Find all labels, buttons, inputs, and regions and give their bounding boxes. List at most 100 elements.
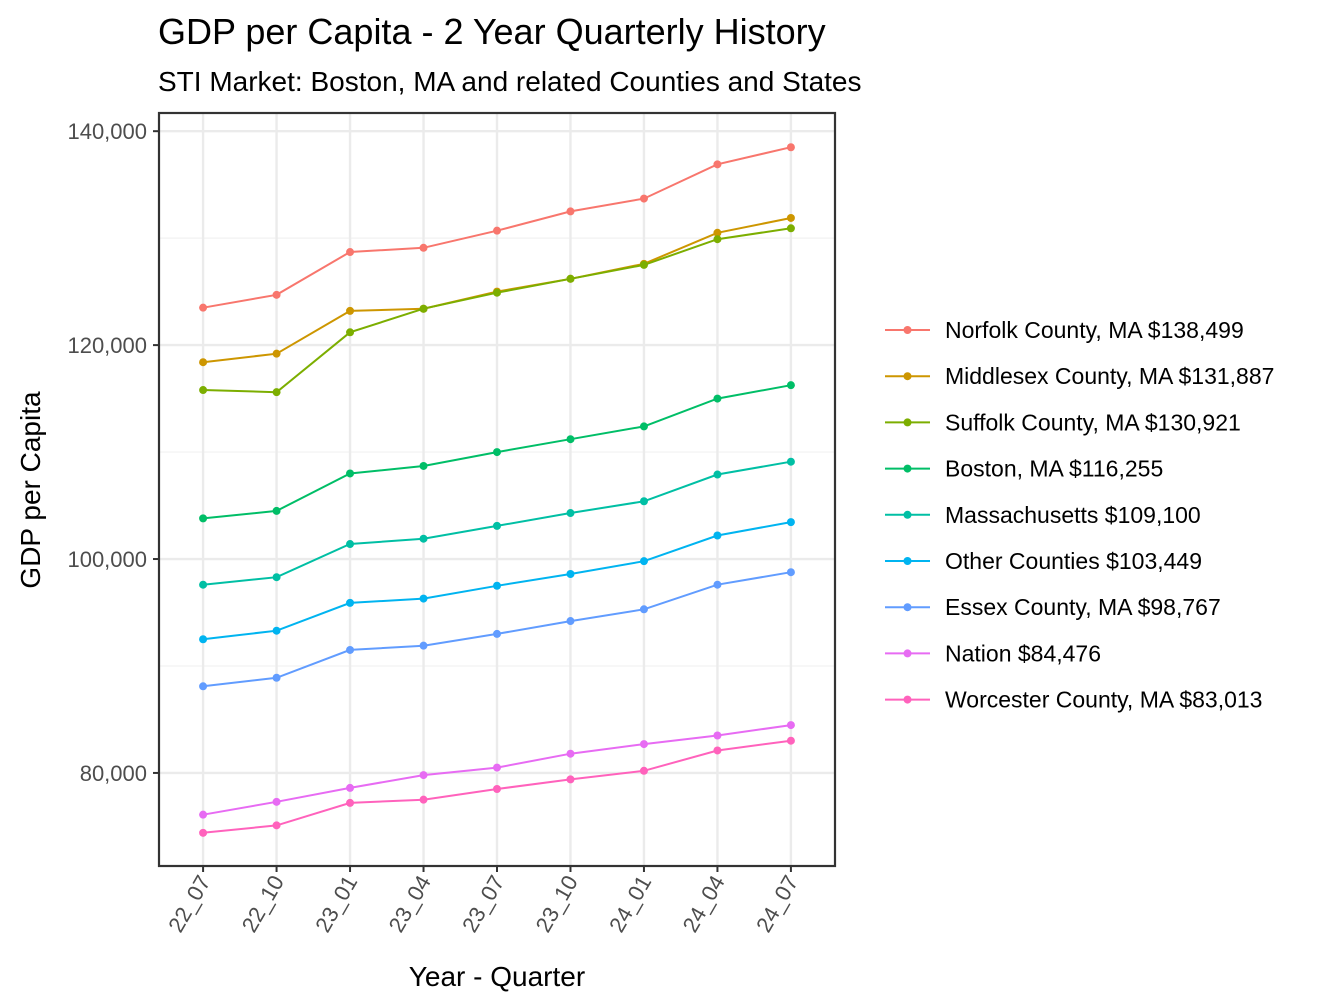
data-point [419,461,428,470]
data-point [346,248,355,257]
data-point [272,797,281,806]
data-point [199,386,208,395]
data-point [786,721,795,730]
legend-label: Boston, MA $116,255 [945,456,1163,482]
legend-key-point [903,464,912,473]
data-point [786,143,795,152]
x-tick-label: 23_10 [531,871,583,936]
data-point [272,673,281,682]
data-point [346,598,355,607]
chart-title: GDP per Capita - 2 Year Quarterly Histor… [158,11,826,52]
legend-item: Middlesex County, MA $131,887 [885,363,1274,389]
legend-item: Suffolk County, MA $130,921 [885,409,1241,435]
y-tick-label: 100,000 [67,547,147,572]
data-point [346,306,355,315]
x-tick-label: 22_10 [237,871,289,936]
data-point [199,682,208,691]
legend-label: Essex County, MA $98,767 [945,594,1221,620]
data-point [419,771,428,780]
data-point [419,594,428,603]
data-point [199,810,208,819]
x-tick-label: 23_07 [457,871,509,936]
data-point [786,224,795,233]
series-group [199,518,795,644]
data-point [566,617,575,626]
legend-item: Other Counties $103,449 [885,548,1202,574]
data-point [199,580,208,589]
data-point [566,435,575,444]
legend-key-point [903,510,912,519]
data-point [272,626,281,635]
x-tick-label: 24_04 [678,871,730,936]
data-point [346,798,355,807]
data-point [419,795,428,804]
data-point [713,470,722,479]
data-point [493,763,501,772]
y-axis-title: GDP per Capita [15,391,46,589]
x-axis-title: Year - Quarter [409,961,585,992]
legend-key-point [903,695,912,704]
data-point [272,506,281,515]
legend-key-point [903,649,912,658]
legend-key-point [903,557,912,565]
data-point [566,207,575,216]
data-point [786,568,795,577]
legend-item: Essex County, MA $98,767 [885,594,1221,620]
data-point [346,540,355,549]
data-point [566,569,575,578]
data-point [346,328,355,337]
x-tick-label: 24_01 [604,871,656,936]
legend-label: Other Counties $103,449 [945,548,1202,574]
legend-key-point [903,418,912,427]
legend-key-point [903,326,912,334]
data-point [419,304,428,313]
data-point [713,235,722,244]
data-point [493,784,501,793]
legend-label: Worcester County, MA $83,013 [945,687,1262,713]
series-group [199,721,795,819]
data-point [786,213,795,222]
legend-label: Suffolk County, MA $130,921 [945,409,1241,435]
x-axis: 22_07 22_10 23_01 23_04 23_07 23_10 24_01 24_04… [163,866,803,936]
legend-key-point [903,372,912,381]
data-point [639,605,648,614]
data-point [199,303,208,312]
series-layer [199,143,795,837]
data-point [419,534,428,543]
x-tick-label: 24_07 [751,871,803,936]
data-point [639,497,648,506]
data-point [493,521,501,530]
series-group [199,143,795,312]
data-point [566,509,575,518]
legend-item: Massachusetts $109,100 [885,502,1201,528]
data-point [419,641,428,650]
y-tick-label: 120,000 [67,333,147,358]
y-tick-label: 80,000 [80,761,147,786]
data-point [346,645,355,654]
data-point [786,518,795,527]
data-point [566,749,575,758]
data-point [786,736,795,745]
data-point [713,160,722,169]
data-point [493,581,501,590]
y-axis: 80,000 100,000 120,000 140,000 [67,119,159,786]
data-point [419,243,428,252]
data-point [713,394,722,403]
data-point [713,580,722,589]
series-group [199,457,795,589]
data-point [566,775,575,784]
data-point [713,731,722,740]
series-group [199,736,795,837]
data-point [493,288,501,297]
data-point [346,469,355,478]
data-point [639,740,648,749]
legend-label: Nation $84,476 [945,640,1101,666]
data-point [346,783,355,792]
data-point [493,226,501,235]
data-point [639,422,648,431]
legend: Norfolk County, MA $138,499 Middlesex Cou… [885,317,1274,713]
data-point [639,194,648,203]
series-group [199,224,795,397]
data-point [272,388,281,397]
